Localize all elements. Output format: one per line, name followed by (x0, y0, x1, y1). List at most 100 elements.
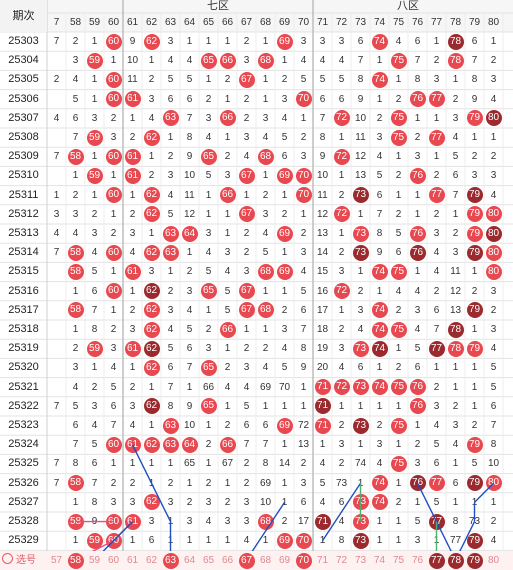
miss-count: 6 (148, 535, 155, 547)
winning-number-ball: 80 (485, 475, 502, 492)
footer-number[interactable]: 76 (411, 555, 424, 566)
footer-selected-ball[interactable]: 77 (428, 552, 445, 569)
winning-number-ball: 80 (485, 110, 502, 127)
footer-number[interactable]: 77 (427, 551, 446, 570)
footer-number[interactable]: 57 (50, 555, 63, 566)
winning-number-ball: 72 (333, 148, 350, 165)
miss-count: 1 (224, 208, 231, 220)
footer-selected-ball[interactable]: 67 (238, 552, 255, 569)
miss-count: 73 (468, 516, 481, 527)
miss-count: 3 (433, 228, 440, 239)
miss-count: 3 (243, 516, 250, 527)
miss-count: 1 (414, 496, 421, 508)
winning-number-ball: 72 (333, 110, 350, 127)
footer-number[interactable]: 71 (316, 555, 329, 566)
footer-number[interactable]: 78 (446, 551, 465, 570)
miss-count: 8 (300, 343, 307, 355)
miss-count: 4 (452, 439, 459, 451)
miss-count: 3 (262, 112, 269, 124)
miss-count: 3 (148, 93, 155, 105)
footer-number[interactable]: 79 (465, 551, 484, 570)
footer-number[interactable]: 74 (373, 555, 386, 566)
footer-number[interactable]: 75 (392, 555, 405, 566)
winning-number-ball: 58 (67, 148, 84, 165)
footer-number[interactable]: 70 (294, 551, 313, 570)
miss-count: 1 (186, 247, 193, 259)
miss-count: 1 (91, 93, 98, 105)
footer-number[interactable]: 73 (354, 555, 367, 566)
winning-number-ball: 67 (238, 302, 255, 319)
miss-count: 4 (167, 324, 174, 335)
miss-count: 5 (319, 74, 326, 86)
miss-count: 1 (148, 55, 155, 67)
miss-count: 1 (224, 400, 231, 412)
winning-number-ball: 63 (162, 110, 179, 127)
winning-number-ball: 73 (352, 187, 369, 204)
miss-count: 4 (338, 362, 345, 374)
footer-number[interactable]: 58 (66, 551, 85, 570)
winning-number-ball: 61 (124, 340, 141, 357)
miss-count: 10 (487, 458, 500, 470)
footer-number[interactable]: 64 (183, 555, 196, 566)
miss-count: 2 (205, 439, 212, 451)
winning-number-ball: 69 (276, 417, 293, 434)
issue-number: 25314 (8, 246, 39, 259)
miss-count: 1 (357, 400, 364, 412)
miss-count: 2 (357, 285, 364, 297)
miss-count: 1 (110, 170, 117, 182)
miss-count: 18 (316, 324, 329, 335)
miss-count: 11 (355, 132, 366, 143)
issue-number: 25313 (8, 227, 39, 239)
miss-count: 2 (376, 420, 383, 431)
footer-number[interactable]: 62 (145, 555, 158, 566)
footer-number[interactable]: 65 (202, 555, 215, 566)
footer-selected-ball[interactable]: 70 (295, 552, 312, 569)
footer-number[interactable]: 61 (126, 555, 139, 566)
footer-number[interactable]: 72 (335, 555, 348, 566)
miss-count: 69 (259, 477, 272, 489)
miss-count: 7 (186, 362, 193, 374)
footer-number[interactable]: 59 (88, 555, 101, 566)
footer-number[interactable]: 68 (259, 555, 272, 566)
miss-count: 4 (224, 266, 231, 278)
winning-number-ball: 58 (67, 302, 84, 319)
miss-count: 2 (224, 420, 231, 431)
miss-count: 1 (471, 496, 478, 508)
miss-count: 1 (110, 208, 117, 220)
winning-number-ball: 68 (257, 264, 274, 280)
footer-selected-ball[interactable]: 78 (447, 552, 464, 569)
miss-count: 6 (414, 36, 421, 47)
miss-count: 2 (300, 458, 307, 470)
winning-number-ball: 72 (333, 283, 350, 300)
miss-count: 5 (490, 362, 497, 374)
column-header: 77 (430, 17, 443, 28)
footer-number[interactable]: 67 (237, 551, 256, 570)
footer-selected-ball[interactable]: 58 (67, 552, 84, 569)
column-header: 70 (297, 17, 310, 28)
winning-number-ball: 62 (143, 340, 160, 357)
miss-count: 3 (110, 496, 117, 508)
miss-count: 10 (183, 170, 196, 182)
miss-count: 2 (129, 381, 136, 393)
footer-selected-ball[interactable]: 79 (466, 552, 483, 569)
miss-count: 3 (243, 496, 250, 508)
miss-count: 1 (167, 132, 174, 143)
winning-number-ball: 61 (124, 148, 141, 165)
miss-count: 5 (300, 285, 307, 297)
select-numbers-label[interactable]: 选号 (2, 551, 36, 570)
miss-count: 7 (72, 132, 79, 143)
footer-number[interactable]: 66 (221, 555, 234, 566)
footer-selected-ball[interactable]: 63 (162, 552, 179, 569)
miss-count: 3 (205, 228, 212, 239)
issue-number: 25310 (8, 169, 39, 182)
miss-count: 3 (167, 36, 174, 47)
winning-number-ball: 62 (143, 321, 160, 338)
miss-count: 1 (91, 74, 98, 86)
footer-number[interactable]: 69 (278, 555, 291, 566)
miss-count: 2 (243, 247, 250, 259)
footer-number[interactable]: 80 (487, 555, 500, 566)
footer-number[interactable]: 63 (161, 551, 180, 570)
miss-count: 1 (186, 381, 193, 393)
footer-number[interactable]: 60 (107, 555, 120, 566)
column-header: 79 (468, 17, 481, 28)
